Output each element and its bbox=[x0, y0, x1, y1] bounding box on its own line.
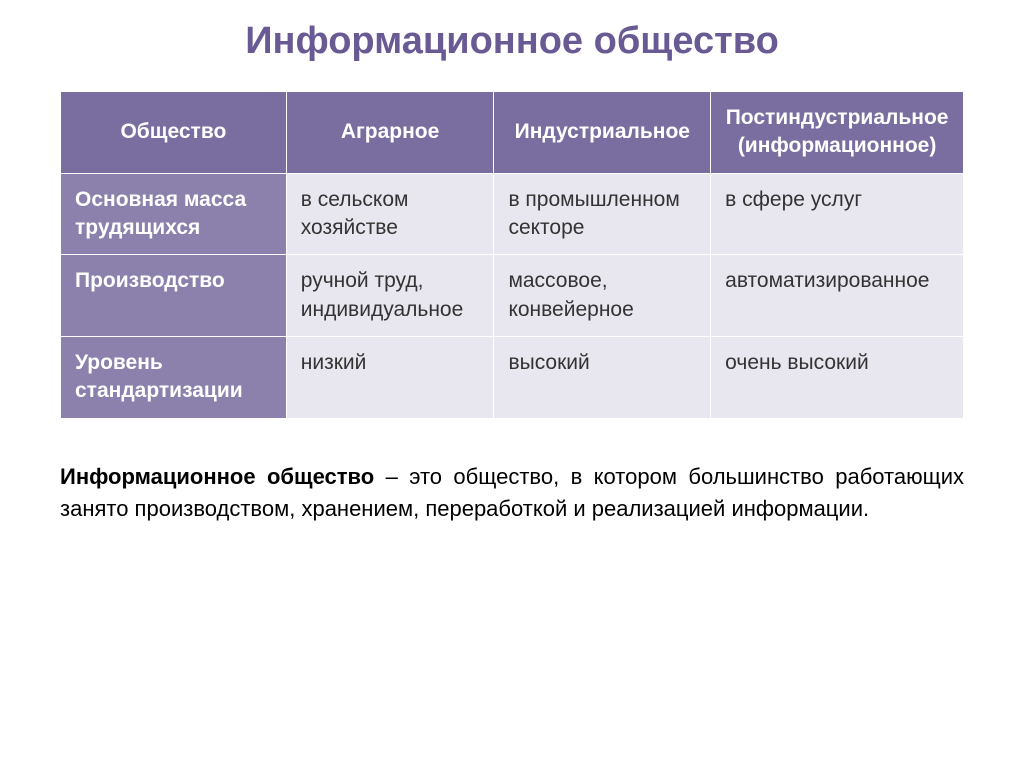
row-header-standardization: Уровень стандартизации bbox=[61, 337, 287, 419]
table-row: Основная масса трудящихся в сельском хоз… bbox=[61, 173, 964, 255]
col-header-society: Общество bbox=[61, 92, 287, 174]
row-header-production: Производство bbox=[61, 255, 287, 337]
cell-std-industrial: высокий bbox=[494, 337, 711, 419]
cell-std-agrarian: низкий bbox=[286, 337, 494, 419]
definition-term: Информационное общество bbox=[60, 464, 374, 489]
col-header-agrarian: Аграрное bbox=[286, 92, 494, 174]
cell-std-postindustrial: очень высокий bbox=[711, 337, 964, 419]
cell-labor-agrarian: в сельском хозяйстве bbox=[286, 173, 494, 255]
page-title: Информационное общество bbox=[60, 20, 964, 63]
cell-labor-postindustrial: в сфере услуг bbox=[711, 173, 964, 255]
col-header-industrial: Индустриальное bbox=[494, 92, 711, 174]
comparison-table: Общество Аграрное Индустриальное Постинд… bbox=[60, 91, 964, 419]
cell-production-postindustrial: автоматизированное bbox=[711, 255, 964, 337]
cell-production-agrarian: ручной труд, индивидуальное bbox=[286, 255, 494, 337]
definition-paragraph: Информационное общество – это общество, … bbox=[60, 461, 964, 525]
cell-labor-industrial: в промышленном секторе bbox=[494, 173, 711, 255]
col-header-postindustrial: Постиндустриальное (информационное) bbox=[711, 92, 964, 174]
row-header-labor: Основная масса трудящихся bbox=[61, 173, 287, 255]
table-row: Производство ручной труд, индивидуальное… bbox=[61, 255, 964, 337]
cell-production-industrial: массовое, конвейерное bbox=[494, 255, 711, 337]
table-row: Уровень стандартизации низкий высокий оч… bbox=[61, 337, 964, 419]
table-header-row: Общество Аграрное Индустриальное Постинд… bbox=[61, 92, 964, 174]
